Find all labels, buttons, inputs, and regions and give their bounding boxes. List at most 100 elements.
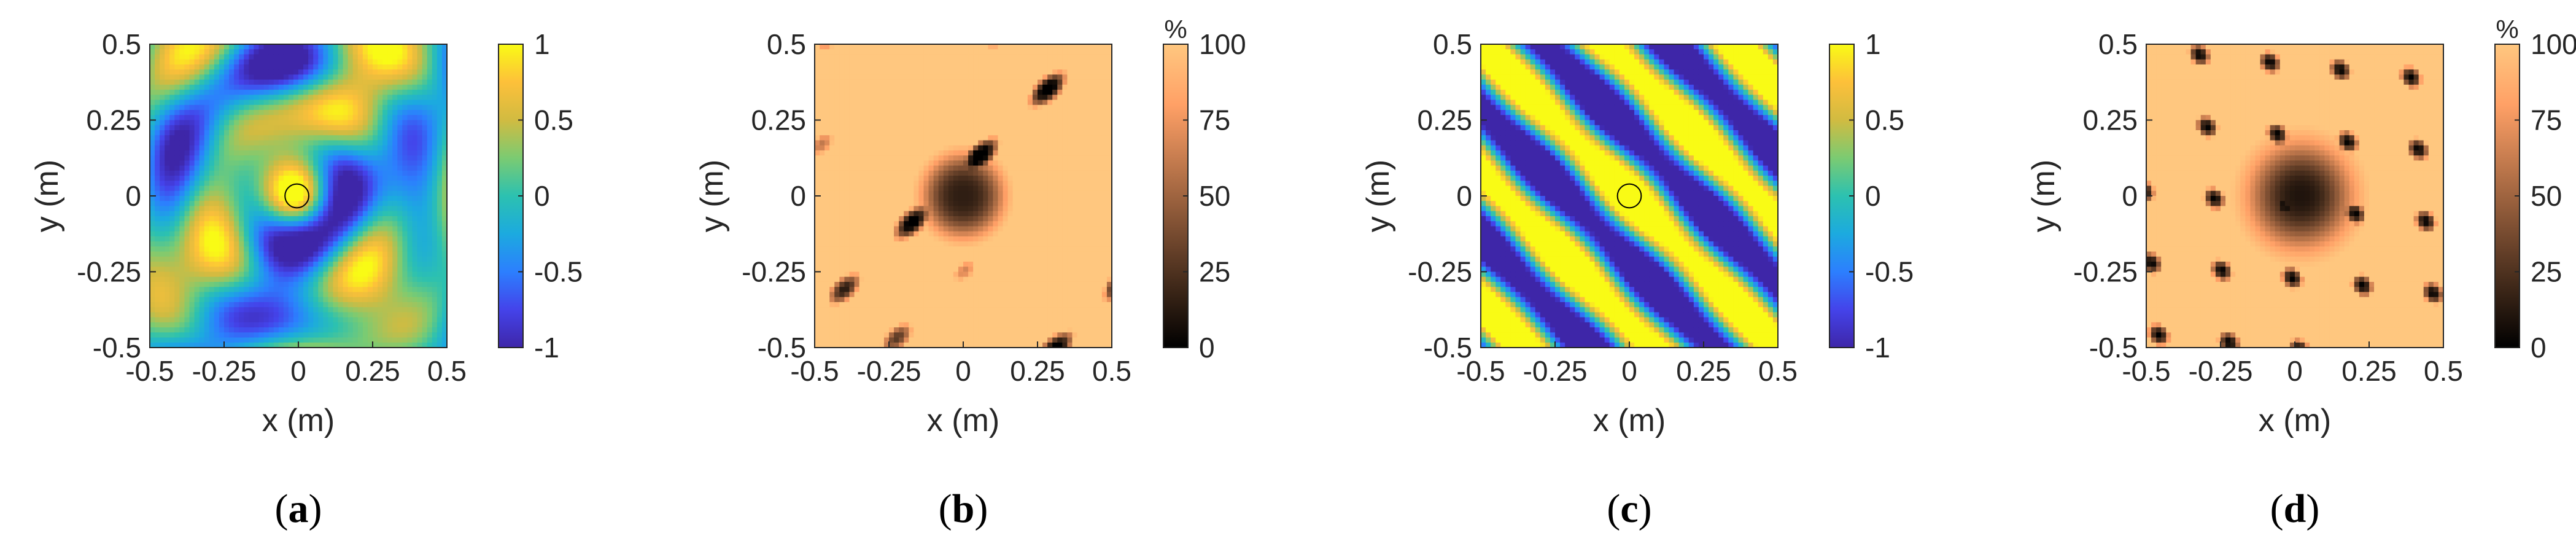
heatmap-cell (436, 211, 443, 217)
heatmap-cell (382, 145, 388, 151)
heatmap-cell (224, 267, 230, 273)
heatmap-cell (879, 231, 885, 237)
heatmap-cell (174, 140, 180, 146)
heatmap-cell (288, 181, 294, 187)
heatmap-cell (258, 231, 265, 237)
heatmap-cell (313, 221, 319, 227)
heatmap-cell (918, 271, 925, 278)
heatmap-cell (923, 150, 929, 156)
heatmap-cell (214, 150, 220, 156)
heatmap-cell (209, 145, 215, 151)
heatmap-cell (397, 201, 403, 207)
heatmap-cell (854, 84, 860, 90)
heatmap-cell (268, 196, 274, 201)
heatmap-cell (194, 342, 200, 348)
heatmap-cell (150, 49, 155, 55)
heatmap-cell (199, 196, 205, 201)
heatmap-cell (229, 115, 235, 121)
heatmap-cell (894, 201, 899, 207)
heatmap-cell (889, 206, 894, 212)
heatmap-cell (859, 267, 865, 273)
heatmap-cell (417, 120, 423, 126)
heatmap-cell (367, 170, 373, 176)
heatmap-cell (914, 281, 919, 287)
heatmap-cell (397, 211, 403, 217)
heatmap-cell (829, 312, 835, 318)
heatmap-cell (909, 231, 914, 237)
heatmap-cell (338, 271, 344, 278)
heatmap-cell (402, 322, 408, 328)
heatmap-cell (199, 256, 205, 262)
heatmap-cell (338, 135, 344, 141)
heatmap-cell (174, 216, 180, 222)
heatmap-cell (869, 332, 875, 338)
heatmap-cell (150, 246, 155, 252)
heatmap-cell (249, 312, 254, 318)
heatmap-cell (352, 44, 359, 50)
heatmap-cell (407, 271, 413, 278)
heatmap-cell (219, 64, 225, 70)
heatmap-cell (397, 241, 403, 247)
heatmap-cell (402, 196, 408, 201)
heatmap-cell (849, 145, 855, 151)
heatmap-cell (373, 327, 378, 333)
heatmap-cell (343, 256, 349, 262)
heatmap-cell (834, 90, 840, 95)
heatmap-cell (347, 150, 354, 156)
heatmap-cell (204, 327, 210, 333)
heatmap-cell (824, 292, 830, 298)
heatmap-cell (402, 327, 408, 333)
heatmap-cell (352, 99, 359, 106)
heatmap-cell (815, 125, 820, 131)
heatmap-cell (824, 69, 830, 75)
heatmap-cell (273, 120, 279, 126)
heatmap-cell (298, 79, 304, 85)
heatmap-cell (849, 281, 855, 287)
heatmap-cell (829, 140, 835, 146)
heatmap-cell (194, 170, 200, 176)
heatmap-cell (184, 54, 190, 60)
heatmap-cell (199, 342, 205, 348)
heatmap-cell (422, 196, 428, 201)
heatmap-cell (407, 211, 413, 217)
heatmap-cell (347, 337, 354, 343)
heatmap-cell (229, 246, 235, 252)
heatmap-cell (883, 292, 890, 298)
heatmap-cell (402, 226, 408, 232)
heatmap-cell (288, 165, 294, 171)
heatmap-cell (234, 79, 239, 85)
heatmap-cell (234, 221, 239, 227)
heatmap-cell (224, 44, 230, 50)
heatmap-cell (169, 317, 175, 323)
heatmap-cell (904, 79, 909, 85)
heatmap-cell (347, 49, 354, 55)
heatmap-cell (397, 84, 403, 90)
heatmap-cell (909, 281, 914, 287)
heatmap-cell (303, 256, 309, 262)
heatmap-cell (303, 251, 309, 257)
heatmap-cell (918, 99, 925, 106)
heatmap-cell (432, 49, 438, 55)
heatmap-cell (283, 246, 289, 252)
heatmap-cell (352, 292, 359, 298)
heatmap-cell (150, 59, 155, 65)
heatmap-cell (189, 337, 195, 343)
heatmap-cell (293, 79, 299, 85)
heatmap-cell (333, 196, 339, 201)
heatmap-cell (293, 176, 299, 181)
heatmap-cell (387, 196, 393, 201)
heatmap-cell (854, 302, 860, 308)
heatmap-cell (288, 110, 294, 115)
heatmap-cell (224, 104, 230, 111)
heatmap-cell (820, 287, 825, 293)
heatmap-cell (323, 185, 328, 192)
heatmap-cell (412, 317, 418, 323)
heatmap-cell (839, 262, 845, 267)
heatmap-cell (883, 160, 890, 166)
heatmap-cell (914, 69, 919, 75)
heatmap-cell (254, 125, 260, 131)
heatmap-cell (165, 251, 170, 257)
heatmap-cell (854, 337, 860, 343)
heatmap-cell (283, 307, 289, 313)
heatmap-cell (333, 226, 339, 232)
